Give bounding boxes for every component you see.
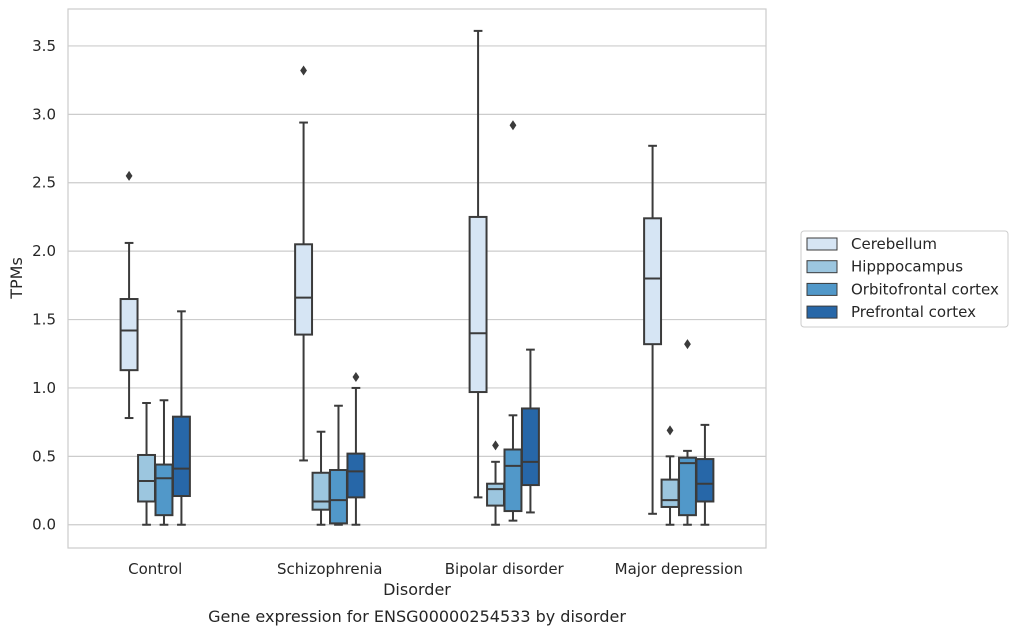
y-tick-label: 2.5 xyxy=(32,174,56,192)
outlier-marker xyxy=(125,170,133,181)
box xyxy=(154,463,174,517)
box xyxy=(311,471,331,511)
legend-swatch xyxy=(806,260,838,274)
y-tick-label: 3.5 xyxy=(32,37,56,55)
legend: Cerebellum Hipppocampus Orbitofrontal cort… xyxy=(800,230,1009,328)
outlier-marker xyxy=(666,425,674,436)
box-group xyxy=(154,399,174,526)
legend-label: Orbitofrontal cortex xyxy=(851,280,999,298)
box-group xyxy=(294,65,314,462)
box-marks xyxy=(119,29,715,526)
y-tick-label: 0.0 xyxy=(32,516,56,534)
box-group xyxy=(171,310,191,526)
box xyxy=(137,453,156,503)
legend-label: Hipppocampus xyxy=(851,258,963,276)
legend-swatch xyxy=(806,282,838,296)
legend-swatch xyxy=(806,305,838,319)
box xyxy=(468,215,488,394)
box xyxy=(643,217,663,346)
box xyxy=(294,243,314,336)
box-group xyxy=(346,371,366,526)
y-axis-label: TPMs xyxy=(7,257,26,300)
outlier-marker xyxy=(352,371,360,382)
box-group xyxy=(486,440,505,526)
box xyxy=(329,469,348,525)
box xyxy=(346,452,366,499)
outlier-marker xyxy=(684,339,691,350)
y-tick-label: 3.0 xyxy=(32,105,56,123)
legend-label: Cerebellum xyxy=(851,235,937,253)
box xyxy=(520,407,540,487)
x-axis-label: Disorder xyxy=(383,580,451,599)
box-group xyxy=(137,401,156,526)
x-tick-label: Bipolar disorder xyxy=(445,560,565,578)
box-group xyxy=(643,144,663,515)
y-tick-label: 1.5 xyxy=(32,311,56,329)
x-tick-label: Major depression xyxy=(615,560,743,578)
x-tick-labels: Control Schizophrenia Bipolar disorder Majo… xyxy=(128,560,743,578)
y-tick-label: 2.0 xyxy=(32,242,56,260)
legend-frame xyxy=(800,230,1009,328)
figure-caption: Gene expression for ENSG00000254533 by d… xyxy=(208,607,626,626)
box-group xyxy=(119,170,139,420)
legend-label: Prefrontal cortex xyxy=(851,303,976,321)
box-group xyxy=(311,430,331,526)
box-group xyxy=(520,348,540,514)
x-tick-label: Schizophrenia xyxy=(277,560,382,578)
box xyxy=(503,448,523,513)
outlier-marker xyxy=(300,65,307,76)
x-tick-label: Control xyxy=(128,560,182,578)
legend-swatch xyxy=(806,237,838,251)
box-group xyxy=(695,423,715,526)
box-group xyxy=(329,404,348,526)
y-tick-labels: 0.0 0.5 1.0 1.5 2.0 2.5 3.0 3.5 xyxy=(32,37,56,534)
box-group xyxy=(660,425,680,526)
box xyxy=(119,298,139,372)
y-tick-label: 0.5 xyxy=(32,447,56,465)
y-tick-label: 1.0 xyxy=(32,379,56,397)
box xyxy=(660,478,680,508)
box-group xyxy=(468,29,488,499)
plot-area-frame xyxy=(67,8,767,549)
box xyxy=(486,482,505,507)
box xyxy=(695,458,715,503)
box-group xyxy=(503,120,523,522)
box xyxy=(678,456,697,517)
box-group xyxy=(678,339,697,526)
box xyxy=(171,415,191,498)
outlier-marker xyxy=(492,440,499,451)
outlier-marker xyxy=(509,120,517,131)
